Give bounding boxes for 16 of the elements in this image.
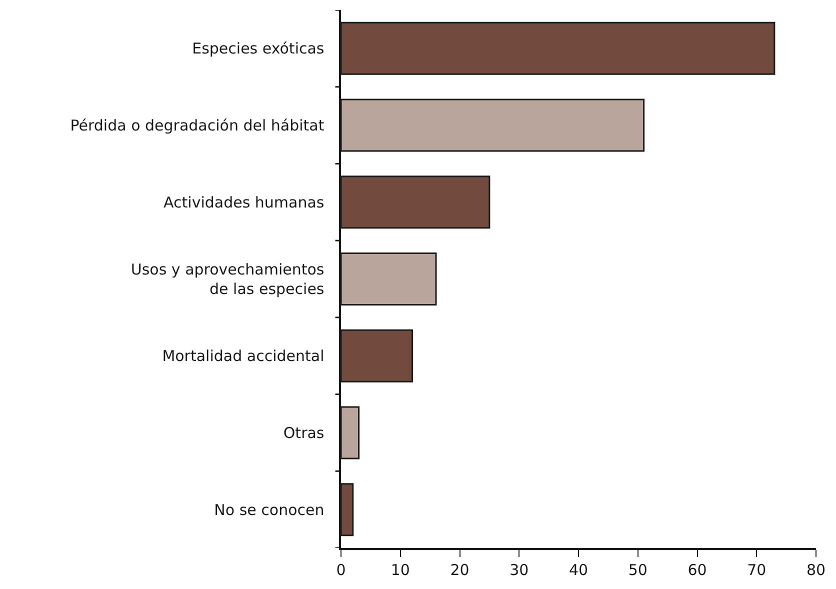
x-tick-label: 40 [568,560,588,579]
x-tick-label: 70 [747,560,766,579]
y-tick-label: No se conocen [214,500,324,519]
x-tick-label: 0 [336,560,346,579]
y-tick-label: Actividades humanas [164,193,324,212]
y-tick-label: Especies exóticas [192,40,324,58]
x-tick-label: 50 [628,560,648,579]
x-tick-label: 10 [390,560,410,579]
x-tick-label: 60 [688,560,707,579]
x-tick-label: 20 [450,560,470,579]
y-tick-label: Pérdida o degradación del hábitat [70,116,324,135]
x-tick-label: 80 [806,560,826,579]
y-tick-label: Otras [283,424,324,442]
y-tick-label: Usos y aprovechamientos de las especies [130,260,324,298]
y-tick-label: Mortalidad accidental [162,347,324,366]
x-tick-label: 30 [510,560,529,579]
